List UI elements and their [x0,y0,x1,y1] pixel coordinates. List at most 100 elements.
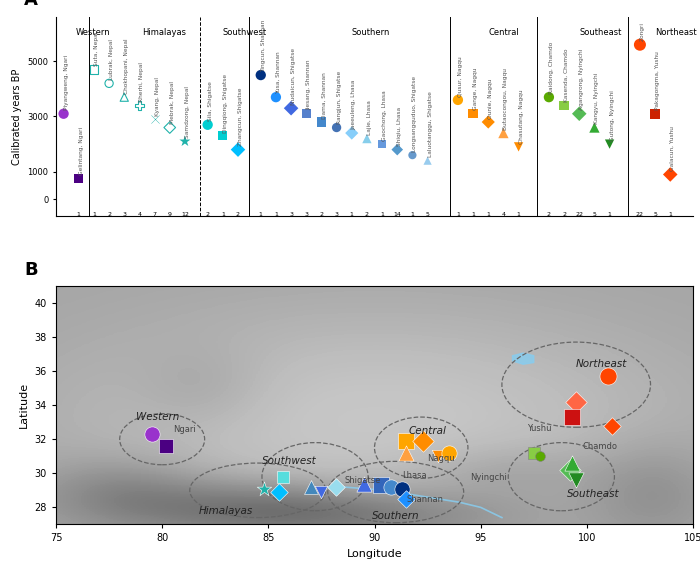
Point [386,482,397,491]
Point [104,79,115,88]
Text: 1: 1 [92,211,96,217]
Point [179,137,190,146]
Point [164,123,175,132]
Point [88,65,99,74]
Text: 4: 4 [501,211,505,217]
Text: Qusur, Nagqu: Qusur, Nagqu [458,56,463,96]
Point [161,441,172,450]
Point [452,95,463,104]
Text: 22: 22 [636,211,644,217]
X-axis label: Longitude: Longitude [346,549,402,559]
Point [316,117,327,127]
Point [589,123,600,132]
Point [607,421,618,430]
Text: Nagqu: Nagqu [428,454,455,462]
Point [543,92,554,101]
Text: Yushu: Yushu [527,424,552,433]
Text: Kasenda, Chamdo: Kasenda, Chamdo [564,48,569,102]
Point [270,92,281,101]
Text: 7: 7 [153,211,157,217]
Text: Southeast: Southeast [567,488,620,499]
Text: Gange, Nagqu: Gange, Nagqu [473,68,478,111]
Text: Southern: Southern [372,511,419,521]
Point [301,109,312,119]
Point [346,128,357,137]
Text: Longsangquduo, Shigatse: Longsangquduo, Shigatse [412,76,417,152]
Text: 2: 2 [107,211,111,217]
Point [498,128,509,137]
Text: Ngari: Ngari [173,425,195,434]
Text: Kyang, Nepal: Kyang, Nepal [155,77,160,116]
Point [377,140,388,149]
Text: Central: Central [489,28,519,37]
Text: 4: 4 [137,211,141,217]
Point [528,448,539,457]
Text: Chamdo: Chamdo [582,442,617,451]
Text: 1: 1 [410,211,414,217]
Text: 9: 9 [168,211,172,217]
Text: 3: 3 [335,211,339,217]
Y-axis label: Calibrated years BP: Calibrated years BP [12,68,22,165]
Text: Piyangweng, Ngari: Piyangweng, Ngari [64,55,69,111]
Point [570,397,582,406]
Text: Shiqiu, Lhasa: Shiqiu, Lhasa [398,107,402,146]
Text: Shannan: Shannan [407,495,443,504]
Point [255,71,266,80]
Text: Himalayas: Himalayas [143,28,186,37]
Text: Ounie, Nagqu: Ounie, Nagqu [489,78,493,119]
Text: Jaeeuleng, Lhasa: Jaeeuleng, Lhasa [351,79,357,130]
Text: Western: Western [76,28,111,37]
Point [401,437,412,446]
Point [305,482,316,491]
Point [118,92,130,101]
Y-axis label: Latitude: Latitude [19,382,29,428]
Point [401,494,412,503]
Text: 5: 5 [592,211,596,217]
Point [401,448,412,457]
Text: 1: 1 [350,211,354,217]
Point [274,487,285,496]
Point [604,140,615,149]
Text: 1: 1 [221,211,225,217]
Text: Gelintang, Ngari: Gelintang, Ngari [78,127,84,176]
Text: Laluotanggu, Shigatse: Laluotanggu, Shigatse [428,91,433,157]
Point [202,120,214,129]
Point [468,109,479,119]
Text: Nyingchi: Nyingchi [470,473,507,482]
Text: 2: 2 [319,211,323,217]
Text: 1: 1 [77,211,80,217]
Text: 12: 12 [181,211,189,217]
Text: Butaocongou, Nagqu: Butaocongou, Nagqu [503,68,508,130]
Point [634,40,645,49]
Point [650,109,661,119]
Point [331,123,342,132]
Text: Chokhopani, Nepal: Chokhopani, Nepal [125,38,130,94]
Point [134,101,145,110]
Point [58,109,69,119]
Point [433,451,444,461]
Text: Shigatse: Shigatse [345,475,381,484]
Text: 1: 1 [486,211,490,217]
Text: 1: 1 [471,211,475,217]
Text: Zongri: Zongri [640,22,645,42]
Text: Agangrong, Nyingchi: Agangrong, Nyingchi [579,49,584,111]
Text: 5: 5 [653,211,657,217]
Point [258,484,270,493]
Text: Jiesang, Shannan: Jiesang, Shannan [307,60,312,111]
Point [566,458,578,467]
Text: Yusa, Shannan: Yusa, Shannan [276,51,281,94]
Point [316,487,327,496]
Text: Southwest: Southwest [262,457,317,466]
Text: 2: 2 [562,211,566,217]
Text: Raidong, Chamdo: Raidong, Chamdo [549,42,554,94]
Text: 1: 1 [259,211,262,217]
Point [286,104,297,113]
Text: Southern: Southern [351,28,390,37]
Point [664,170,676,179]
Text: 1: 1 [274,211,278,217]
Text: 1: 1 [456,211,460,217]
Text: Lhasa: Lhasa [402,471,427,479]
Text: Sila, Shigatse: Sila, Shigatse [208,82,213,121]
Point [232,145,244,154]
Point [146,430,158,439]
